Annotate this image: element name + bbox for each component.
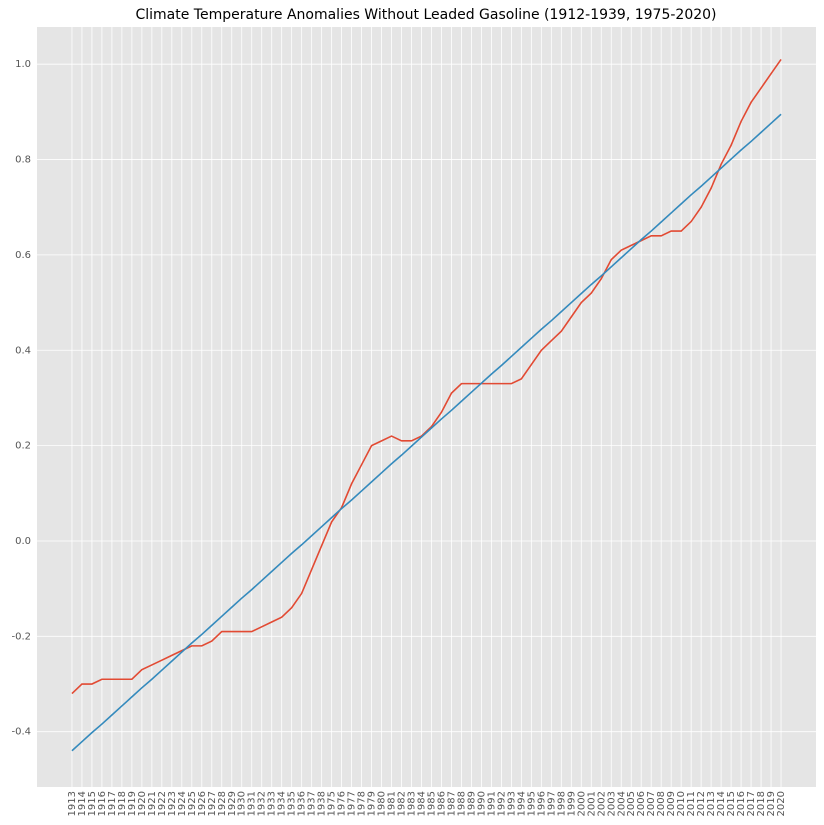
- x-tick-label: 2011: [686, 791, 697, 816]
- x-tick-label: 1938: [317, 791, 328, 816]
- x-tick-label: 1915: [87, 791, 98, 816]
- x-tick-label: 1936: [297, 791, 308, 816]
- x-tick-label: 2005: [626, 791, 637, 816]
- x-tick-label: 1992: [496, 791, 507, 816]
- x-tick-label: 1993: [506, 791, 517, 816]
- x-tick-label: 1998: [556, 791, 567, 816]
- x-tick-label: 2018: [756, 791, 767, 816]
- x-tick-label: 2003: [606, 791, 617, 816]
- x-tick-label: 1931: [247, 791, 258, 816]
- y-tick-label: -0.4: [11, 727, 31, 738]
- x-tick-label: 1994: [516, 791, 527, 816]
- data-line: [71, 58, 782, 695]
- y-tick-label: 0.0: [15, 536, 31, 547]
- x-tick-label: 1990: [476, 791, 487, 816]
- x-tick-label: 1976: [337, 791, 348, 816]
- x-tick-label: 2004: [616, 791, 627, 816]
- x-tick-label: 1982: [397, 791, 408, 816]
- plot-background: [37, 27, 816, 787]
- x-tick-label: 1927: [207, 791, 218, 816]
- x-tick-label: 1928: [217, 791, 228, 816]
- x-tick-label: 1922: [157, 791, 168, 816]
- x-tick-label: 1987: [446, 791, 457, 816]
- x-tick-label: 1921: [147, 791, 158, 816]
- x-tick-label: 1917: [107, 791, 118, 816]
- x-tick-label: 2006: [636, 791, 647, 816]
- x-tick-label: 1979: [367, 791, 378, 816]
- x-tick-label: 1996: [536, 791, 547, 816]
- x-tick-label: 1913: [67, 791, 78, 816]
- data-line: [71, 113, 782, 752]
- x-tick-label: 1929: [227, 791, 238, 816]
- x-tick-label: 1932: [257, 791, 268, 816]
- x-tick-label: 1975: [327, 791, 338, 816]
- x-tick-label: 1923: [167, 791, 178, 816]
- x-tick-label: 1997: [546, 791, 557, 816]
- y-tick-label: 0.6: [15, 250, 31, 261]
- x-tick-label: 2010: [676, 791, 687, 816]
- x-tick-label: 1980: [377, 791, 388, 816]
- x-tick-label: 1924: [177, 791, 188, 816]
- y-tick-label: 0.4: [15, 345, 31, 356]
- x-tick-label: 1983: [407, 791, 418, 816]
- x-tick-label: 1984: [417, 791, 428, 816]
- x-tick-label: 1933: [267, 791, 278, 816]
- x-tick-label: 2013: [706, 791, 717, 816]
- x-tick-label: 1988: [456, 791, 467, 816]
- y-tick-label: 0.8: [15, 155, 31, 166]
- y-tick-label: 1.0: [15, 59, 31, 70]
- x-tick-label: 2009: [666, 791, 677, 816]
- chart-title: Climate Temperature Anomalies Without Le…: [135, 7, 716, 23]
- x-tick-label: 1978: [357, 791, 368, 816]
- x-tick-label: 1981: [387, 791, 398, 816]
- x-tick-label: 2014: [716, 791, 727, 816]
- x-tick-label: 1926: [197, 791, 208, 816]
- x-tick-label: 1934: [277, 791, 288, 816]
- x-tick-label: 1995: [526, 791, 537, 816]
- x-tick-label: 1991: [486, 791, 497, 816]
- x-tick-label: 2019: [766, 791, 777, 816]
- y-tick-label: 0.2: [15, 441, 31, 452]
- x-tick-label: 2015: [726, 791, 737, 816]
- y-tick-label: -0.2: [11, 631, 31, 642]
- x-tick-label: 1919: [127, 791, 138, 816]
- x-tick-label: 2020: [776, 791, 787, 816]
- x-tick-label: 1920: [137, 791, 148, 816]
- x-tick-label: 2017: [746, 791, 757, 816]
- x-tick-label: 1935: [287, 791, 298, 816]
- x-tick-label: 1989: [466, 791, 477, 816]
- x-tick-label: 2016: [736, 791, 747, 816]
- x-tick-label: 2000: [576, 791, 587, 816]
- x-tick-label: 2008: [656, 791, 667, 816]
- x-tick-label: 1918: [117, 791, 128, 816]
- x-tick-label: 2002: [596, 791, 607, 816]
- x-tick-label: 1986: [436, 791, 447, 816]
- x-tick-label: 1937: [307, 791, 318, 816]
- x-tick-label: 1914: [77, 791, 88, 816]
- x-tick-label: 1985: [426, 791, 437, 816]
- x-tick-label: 1977: [347, 791, 358, 816]
- x-tick-label: 1916: [97, 791, 108, 816]
- x-tick-label: 2007: [646, 791, 657, 816]
- x-tick-label: 2001: [586, 791, 597, 816]
- x-tick-label: 1925: [187, 791, 198, 816]
- x-tick-label: 2012: [696, 791, 707, 816]
- x-tick-label: 1930: [237, 791, 248, 816]
- x-tick-label: 1999: [566, 791, 577, 816]
